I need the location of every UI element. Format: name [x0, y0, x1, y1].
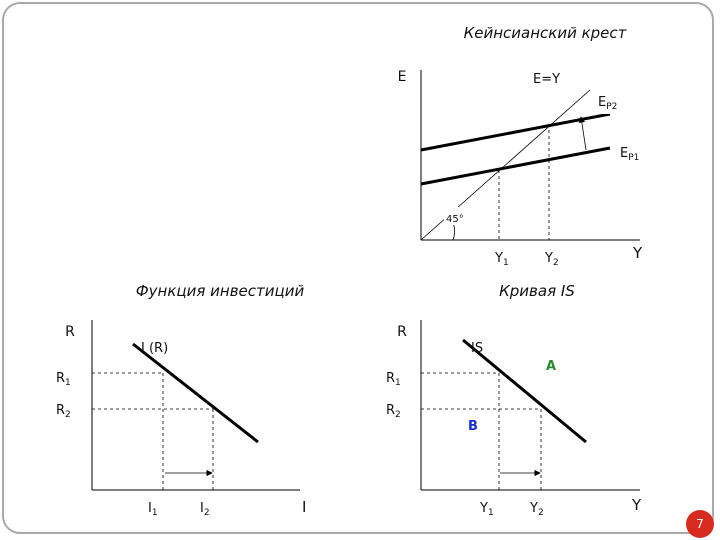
kc-y1-label: Y1: [494, 251, 509, 268]
inv-r1-label: R1: [56, 371, 71, 388]
kc-axis-e: E: [398, 69, 407, 85]
kc-title-box: [443, 14, 648, 54]
is-y2-label: Y2: [529, 501, 544, 518]
inv-axis-r: R: [65, 324, 75, 340]
kc-ep2-line: [420, 112, 611, 152]
kc-e-box: [390, 62, 416, 88]
kc-axis-y: Y: [632, 244, 643, 262]
kc-ep1-line: [420, 146, 611, 186]
is-axis-y: Y: [631, 496, 642, 514]
is-y1-label: Y1: [479, 501, 494, 518]
kc-title: Кейнсианский крест: [464, 24, 628, 42]
kc-y2-label: Y2: [544, 251, 559, 268]
is-point-b-label: B: [468, 419, 478, 434]
inv-r-box: [58, 318, 84, 344]
is-title-box: [482, 276, 602, 306]
inv-i2-label: I2: [200, 501, 210, 518]
inv-axis-i: I: [302, 498, 306, 516]
kc-angle-label: 45°: [446, 214, 464, 225]
is-r1-label: R1: [386, 371, 401, 388]
kc-angle-box: [444, 207, 470, 225]
is-axis-r: R: [397, 324, 407, 340]
inv-curve: [132, 342, 259, 444]
is-panel: Кривая IS R IS R1 R2 A B Y1 Y2 Y: [386, 276, 642, 518]
kc-45-label: E=Y: [533, 72, 560, 87]
is-r-box: [390, 318, 416, 344]
is-title: Кривая IS: [499, 282, 575, 300]
is-curve: [462, 338, 587, 444]
is-r2-label: R2: [386, 403, 401, 420]
kc-ep2-label: EP2: [598, 95, 617, 112]
kc-ep1-label: EP1: [620, 146, 639, 163]
kc-ey-box: [530, 65, 578, 91]
inv-curve-label: I (R): [141, 341, 168, 356]
kc-ep2-box: [594, 88, 642, 114]
is-point-a-label: A: [546, 359, 556, 374]
inv-title: Функция инвестиций: [136, 282, 305, 300]
inv-i1-label: I1: [148, 501, 158, 518]
inv-curve-box: [134, 334, 200, 360]
page-number-badge: 7: [686, 510, 714, 538]
kc-ep1-box: [614, 139, 662, 165]
kc-shift-arrow: [578, 116, 587, 151]
investment-panel: Функция инвестиций R I (R) R1 R2 I1 I2 I: [56, 282, 306, 518]
keynesian-cross-panel: Кейнсианский крест E E=Y EP2 EP1 45° Y1 …: [390, 14, 662, 268]
slide-frame: [2, 2, 714, 534]
inv-r2-label: R2: [56, 403, 71, 420]
